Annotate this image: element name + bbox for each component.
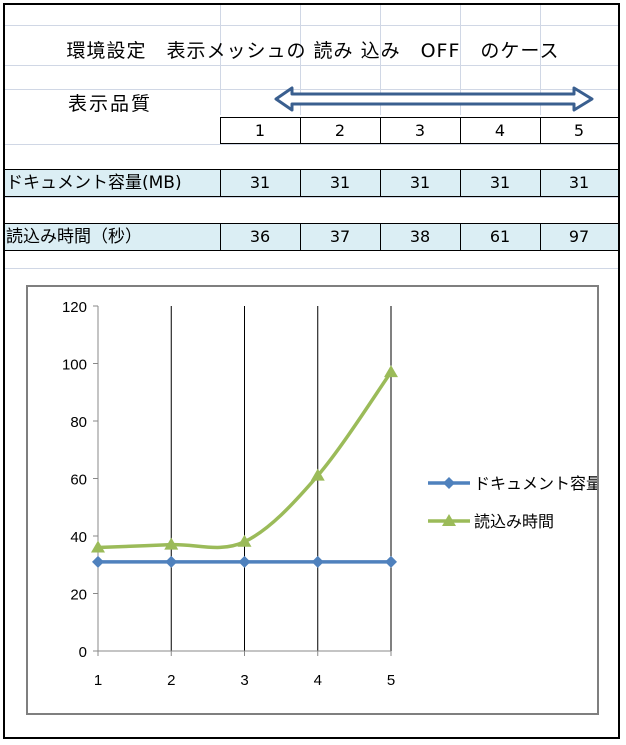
y-tick-label: 0 — [79, 644, 87, 661]
data-point-diamond — [238, 555, 251, 568]
row-label-doc-size: ドキュメント容量(MB) — [6, 173, 182, 193]
data-point-triangle — [237, 534, 252, 547]
table-border — [5, 250, 618, 251]
y-tick-label: 100 — [62, 357, 87, 374]
y-tick-label: 60 — [70, 472, 87, 489]
table-border — [540, 117, 541, 144]
data-point-triangle — [91, 540, 105, 553]
table-border — [5, 169, 618, 170]
x-tick-label: 2 — [167, 672, 175, 689]
x-tick-label: 1 — [94, 672, 102, 689]
grid-row-line — [5, 25, 618, 26]
legend-marker — [443, 477, 455, 489]
load-time-cell: 38 — [409, 227, 431, 246]
x-tick-label: 5 — [387, 672, 395, 689]
row-band-load-time — [5, 224, 618, 250]
range-arrow-icon — [274, 86, 594, 112]
table-border — [220, 223, 221, 251]
table-border — [300, 223, 301, 251]
data-point-triangle — [310, 468, 325, 481]
y-tick-label: 20 — [70, 587, 87, 604]
table-border — [220, 143, 618, 144]
grid-col-line — [460, 5, 461, 115]
load-time-cell: 36 — [249, 227, 271, 246]
x-tick-label: 3 — [240, 672, 248, 689]
table-border — [5, 223, 618, 224]
quality-level-cell: 3 — [414, 121, 426, 140]
doc-size-cell: 31 — [329, 173, 351, 192]
row-band-doc-size — [5, 170, 618, 196]
quality-level-cell: 2 — [334, 121, 346, 140]
table-border — [220, 117, 221, 144]
sheet-title: 環境設定 表示メッシュの 読み 込み OFF のケース — [66, 40, 560, 62]
quality-level-cell: 4 — [494, 121, 506, 140]
data-point-diamond — [165, 555, 178, 568]
y-tick-label: 120 — [62, 299, 87, 316]
chart-container: 0 20 40 60 80 100 120 1 2 3 4 5 ドキュメント容量 読込み時間 — [26, 285, 602, 715]
quality-level-cell: 1 — [254, 121, 266, 140]
table-border — [380, 117, 381, 144]
table-border — [460, 117, 461, 144]
legend-label: ドキュメント容量 — [474, 475, 597, 493]
load-time-cell: 37 — [329, 227, 351, 246]
sheet-border — [3, 3, 620, 739]
grid-row-line — [5, 65, 618, 66]
grid-row-line — [5, 144, 618, 145]
grid-row-line — [5, 89, 618, 90]
table-border — [380, 223, 381, 251]
table-border — [380, 169, 381, 197]
table-border — [220, 117, 618, 118]
grid-col-line — [300, 5, 301, 115]
table-border — [220, 169, 221, 197]
quality-label: 表示品質 — [68, 93, 153, 115]
grid-col-line — [220, 5, 221, 115]
grid-row-line — [5, 268, 618, 269]
data-point-triangle — [164, 537, 179, 550]
doc-size-cell: 31 — [249, 173, 271, 192]
data-point-diamond — [311, 555, 324, 568]
table-border — [460, 223, 461, 251]
row-label-load-time: 読込み時間（秒） — [6, 227, 142, 247]
table-border — [300, 169, 301, 197]
table-border — [540, 169, 541, 197]
series-line — [97, 371, 393, 550]
table-border — [460, 169, 461, 197]
doc-size-cell: 31 — [489, 173, 511, 192]
y-tick-label: 80 — [70, 414, 87, 431]
quality-level-cell: 5 — [573, 121, 585, 140]
doc-size-cell: 31 — [409, 173, 431, 192]
table-border — [300, 117, 301, 144]
data-point-diamond — [385, 555, 397, 568]
y-tick-label: 40 — [70, 529, 87, 546]
table-border — [5, 196, 618, 197]
data-point-diamond — [92, 555, 104, 568]
load-time-cell: 61 — [489, 227, 511, 246]
doc-size-cell: 31 — [568, 173, 590, 192]
grid-row-line — [5, 197, 618, 198]
grid-col-line — [380, 5, 381, 115]
x-tick-label: 4 — [314, 672, 322, 689]
legend-marker — [442, 514, 456, 526]
load-time-cell: 97 — [568, 227, 590, 246]
table-border — [540, 223, 541, 251]
grid-col-line — [540, 5, 541, 115]
data-point-triangle — [384, 365, 398, 378]
legend-label: 読込み時間 — [474, 513, 554, 531]
